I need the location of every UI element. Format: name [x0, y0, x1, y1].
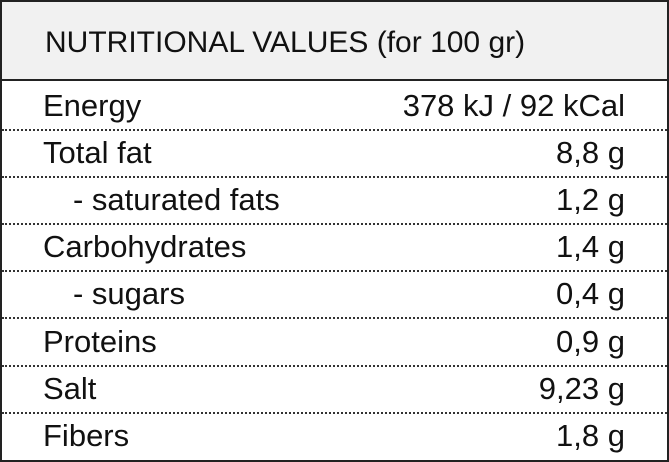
- row-label: Salt: [43, 371, 97, 406]
- table-row: Fibers 1,8 g: [2, 412, 667, 459]
- row-label: Proteins: [43, 324, 157, 359]
- row-value: 1,4 g: [556, 229, 625, 264]
- table-header: NUTRITIONAL VALUES (for 100 gr): [2, 2, 667, 81]
- row-value: 0,4 g: [556, 276, 625, 311]
- row-label: Energy: [43, 88, 142, 123]
- row-label: Total fat: [43, 135, 152, 170]
- row-value: 8,8 g: [556, 135, 625, 170]
- table-row: - saturated fats 1,2 g: [2, 176, 667, 225]
- row-label: Carbohydrates: [43, 229, 247, 264]
- row-value: 1,8 g: [556, 418, 625, 453]
- table-row: - sugars 0,4 g: [2, 270, 667, 319]
- table-row: Carbohydrates 1,4 g: [2, 223, 667, 272]
- row-label: - sugars: [73, 276, 185, 311]
- row-value: 9,23 g: [538, 371, 625, 406]
- row-value: 0,9 g: [556, 324, 625, 359]
- table-row: Total fat 8,8 g: [2, 129, 667, 178]
- table-row: Salt 9,23 g: [2, 365, 667, 414]
- row-label: Fibers: [43, 418, 130, 453]
- row-value: 1,2 g: [556, 182, 625, 217]
- table-title: NUTRITIONAL VALUES (for 100 gr): [45, 26, 526, 59]
- table-row: Energy 378 kJ / 92 kCal: [2, 82, 667, 131]
- row-value: 378 kJ / 92 kCal: [402, 88, 625, 123]
- row-label: - saturated fats: [73, 182, 280, 217]
- table-row: Proteins 0,9 g: [2, 318, 667, 367]
